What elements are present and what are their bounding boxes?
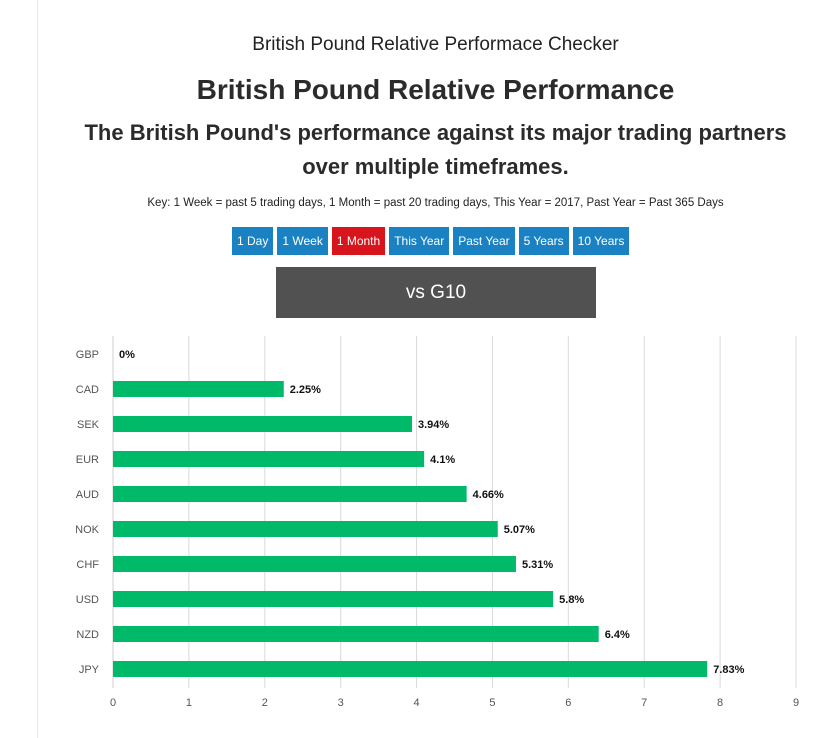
bar [113,521,498,537]
category-label: JPY [79,664,100,676]
tab-1-week[interactable]: 1 Week [277,227,328,255]
data-label: 0% [119,349,135,361]
category-label: GBP [76,349,99,361]
bar [113,626,599,642]
x-tick-label: 8 [717,697,723,709]
category-label: NOK [75,524,100,536]
tab-1-day[interactable]: 1 Day [232,227,274,255]
bar [113,661,708,677]
page-title: British Pound Relative Performance [196,74,675,105]
timeframe-key: Key: 1 Week = past 5 trading days, 1 Mon… [147,197,724,209]
tab-1-month[interactable]: 1 Month [331,227,386,255]
category-label: USD [76,594,99,606]
category-label: SEK [77,419,100,431]
data-label: 7.83% [713,664,744,676]
x-tick-label: 4 [413,697,419,709]
x-tick-label: 3 [338,697,344,709]
data-label: 5.07% [504,524,535,536]
tab-10-years[interactable]: 10 Years [572,227,630,255]
tab-this-year[interactable]: This Year [389,227,450,255]
left-border-line [37,0,38,738]
timeframe-tabs: 1 Day 1 Week 1 Month This Year Past Year… [232,227,630,255]
bar [113,591,554,607]
data-label: 5.31% [522,559,553,571]
data-label: 3.94% [418,419,449,431]
site-title: British Pound Relative Performace Checke… [252,34,619,55]
bar [113,451,425,467]
comparison-banner-label: vs G10 [405,281,467,303]
category-label: AUD [76,489,99,501]
data-label: 5.8% [559,594,584,606]
data-label: 4.66% [473,489,504,501]
comparison-banner: vs G10 [276,267,596,318]
bar [113,556,516,572]
page-subtitle: The British Pound's performance against … [84,120,787,179]
bar [113,381,284,397]
category-label: EUR [76,454,99,466]
tab-past-year[interactable]: Past Year [453,227,515,255]
x-tick-label: 2 [262,697,268,709]
category-label: CAD [76,384,99,396]
x-tick-label: 7 [641,697,647,709]
x-tick-label: 9 [793,697,799,709]
category-label: CHF [76,559,99,571]
data-label: 4.1% [430,454,455,466]
category-label: NZD [76,629,99,641]
data-label: 6.4% [605,629,630,641]
tab-5-years[interactable]: 5 Years [518,227,569,255]
x-tick-label: 0 [110,697,116,709]
x-tick-label: 1 [186,697,192,709]
bar [113,416,413,432]
data-label: 2.25% [290,384,321,396]
bar [113,486,467,502]
x-tick-label: 5 [489,697,495,709]
x-tick-label: 6 [565,697,571,709]
